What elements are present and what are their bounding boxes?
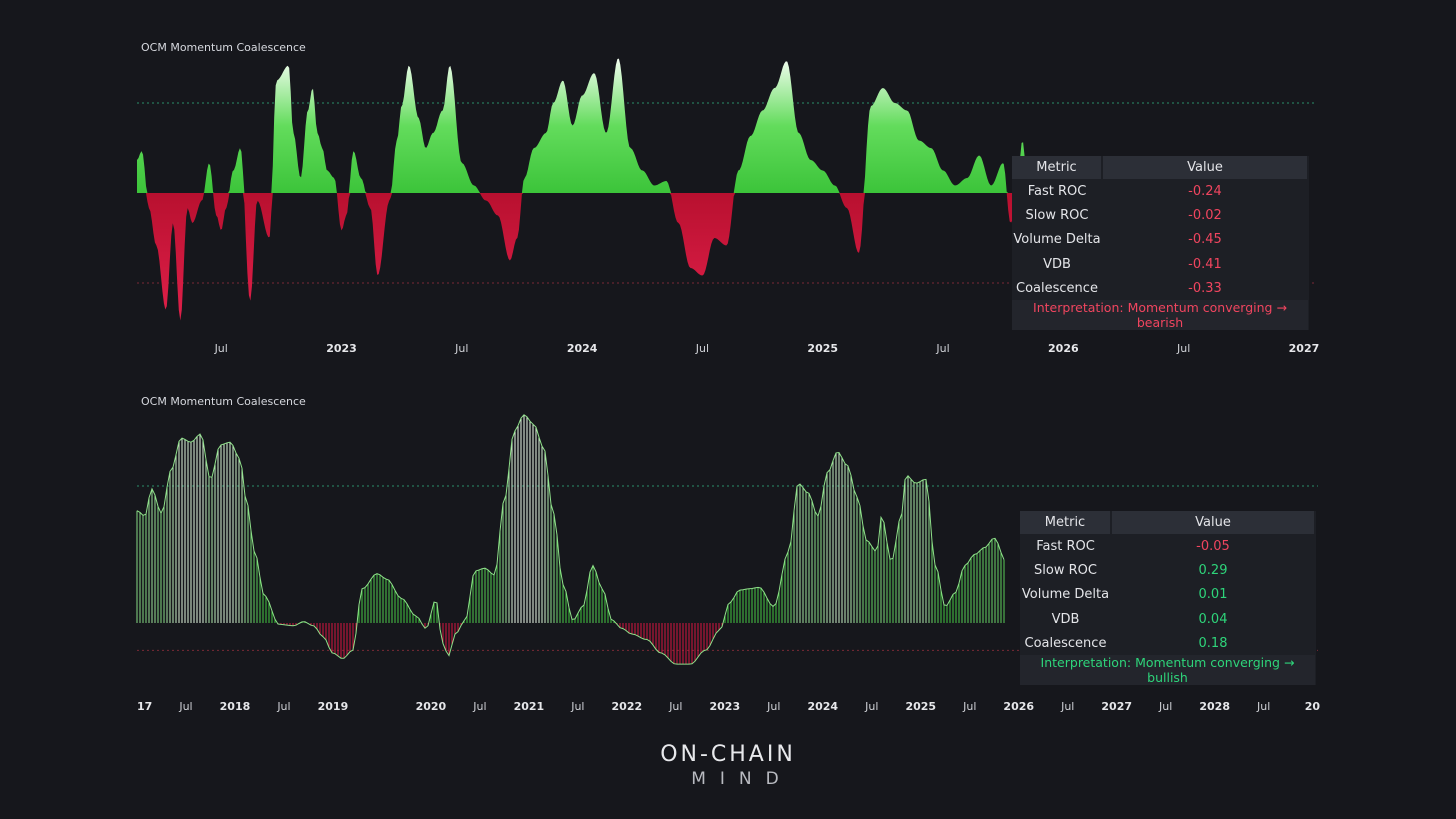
x-tick-label: Jul [1158, 700, 1172, 713]
bottom-metric-table: Metric Value Fast ROC -0.05 Slow ROC 0.2… [1020, 511, 1316, 686]
x-tick-label: 2020 [416, 700, 447, 713]
metric-value: 0.29 [1198, 562, 1228, 578]
metric-header: Metric [1012, 156, 1103, 179]
metric-name: Volume Delta [1013, 232, 1101, 248]
x-tick-label: 2018 [220, 700, 251, 713]
x-tick-label: 2024 [567, 342, 598, 355]
metric-value: -0.05 [1196, 538, 1230, 554]
x-tick-label: Jul [1060, 700, 1074, 713]
table-row: Volume Delta 0.01 [1020, 583, 1315, 607]
metric-value: -0.45 [1188, 232, 1222, 248]
metric-value: -0.33 [1188, 280, 1222, 296]
x-tick-label: 20 [1305, 700, 1321, 713]
table-row: Coalescence 0.18 [1020, 631, 1315, 655]
value-header: Value [1111, 511, 1316, 534]
x-tick-label: 2023 [710, 700, 741, 713]
x-tick-label: 2027 [1289, 342, 1320, 355]
x-tick-label: Jul [864, 700, 878, 713]
x-tick-label: 2023 [326, 342, 357, 355]
x-tick-label: 2025 [905, 700, 936, 713]
x-tick-label: Jul [668, 700, 682, 713]
x-tick-label: Jul [276, 700, 290, 713]
table-row: Fast ROC -0.24 [1012, 179, 1308, 203]
interpretation-text: Interpretation: Momentum converging → be… [1012, 300, 1308, 331]
table-row: Slow ROC 0.29 [1020, 558, 1315, 582]
x-tick-label: 2025 [807, 342, 838, 355]
x-tick-label: Jul [178, 700, 192, 713]
table-row: Volume Delta -0.45 [1012, 228, 1308, 252]
metric-name: VDB [1043, 256, 1071, 272]
x-tick-label: 2022 [612, 700, 643, 713]
metric-name: VDB [1051, 611, 1080, 627]
brand-logo-line1: ON-CHAIN [660, 742, 796, 767]
metric-value: 0.18 [1198, 635, 1228, 651]
value-header: Value [1102, 156, 1309, 179]
top-positive-area [137, 58, 1033, 193]
metric-header: Metric [1020, 511, 1112, 534]
x-tick-label: Jul [766, 700, 780, 713]
x-tick-label: Jul [962, 700, 976, 713]
top-chart-title: OCM Momentum Coalescence [141, 41, 306, 54]
x-tick-label: Jul [214, 342, 228, 355]
interpretation-text: Interpretation: Momentum converging → bu… [1020, 655, 1315, 686]
metric-value: 0.04 [1198, 611, 1228, 627]
x-tick-label: 2026 [1003, 700, 1034, 713]
x-tick-label: 2028 [1199, 700, 1230, 713]
bottom-chart-title: OCM Momentum Coalescence [141, 395, 306, 408]
metric-name: Fast ROC [1036, 538, 1095, 554]
brand-logo-line2: MIND [691, 769, 793, 789]
x-tick-label: 2019 [318, 700, 349, 713]
x-tick-label: Jul [454, 342, 468, 355]
metric-name: Volume Delta [1021, 587, 1110, 603]
table-row: Slow ROC -0.02 [1012, 203, 1308, 227]
bottom-momentum-chart: 17 Jul 2018 Jul 2019 2020 Jul 2021 Jul 2022 Jul 202… [136, 414, 1321, 713]
metric-name: Fast ROC [1027, 183, 1087, 199]
metric-value: -0.41 [1188, 256, 1222, 272]
x-tick-label: Jul [695, 342, 709, 355]
x-tick-label: 2024 [807, 700, 838, 713]
metric-value: 0.01 [1198, 587, 1228, 603]
table-row: VDB 0.04 [1020, 607, 1315, 631]
metric-name: Slow ROC [1034, 562, 1097, 578]
top-metric-table: Metric Value Fast ROC -0.24 Slow ROC -0.… [1012, 156, 1309, 331]
table-row: Fast ROC -0.05 [1020, 534, 1315, 558]
x-tick-label: Jul [1256, 700, 1270, 713]
x-tick-label: Jul [570, 700, 584, 713]
x-tick-label: Jul [935, 342, 949, 355]
metric-name: Slow ROC [1025, 207, 1089, 223]
table-row: VDB -0.41 [1012, 252, 1308, 276]
bottom-outline-line [136, 414, 1005, 665]
x-tick-label: 17 [137, 700, 152, 713]
x-tick-label: Jul [1176, 342, 1190, 355]
top-negative-area [137, 193, 1033, 321]
metric-value: -0.24 [1188, 183, 1222, 199]
metric-name: Coalescence [1024, 635, 1107, 651]
x-tick-label: 2027 [1101, 700, 1132, 713]
x-tick-label: 2021 [514, 700, 545, 713]
table-row: Coalescence -0.33 [1012, 276, 1308, 300]
metric-name: Coalescence [1016, 280, 1098, 296]
x-tick-label: 2026 [1048, 342, 1079, 355]
metric-value: -0.02 [1188, 207, 1222, 223]
x-tick-label: Jul [472, 700, 486, 713]
top-momentum-chart: Jul 2023 Jul 2024 Jul 2025 Jul 2026 Jul 2027 [137, 58, 1320, 355]
